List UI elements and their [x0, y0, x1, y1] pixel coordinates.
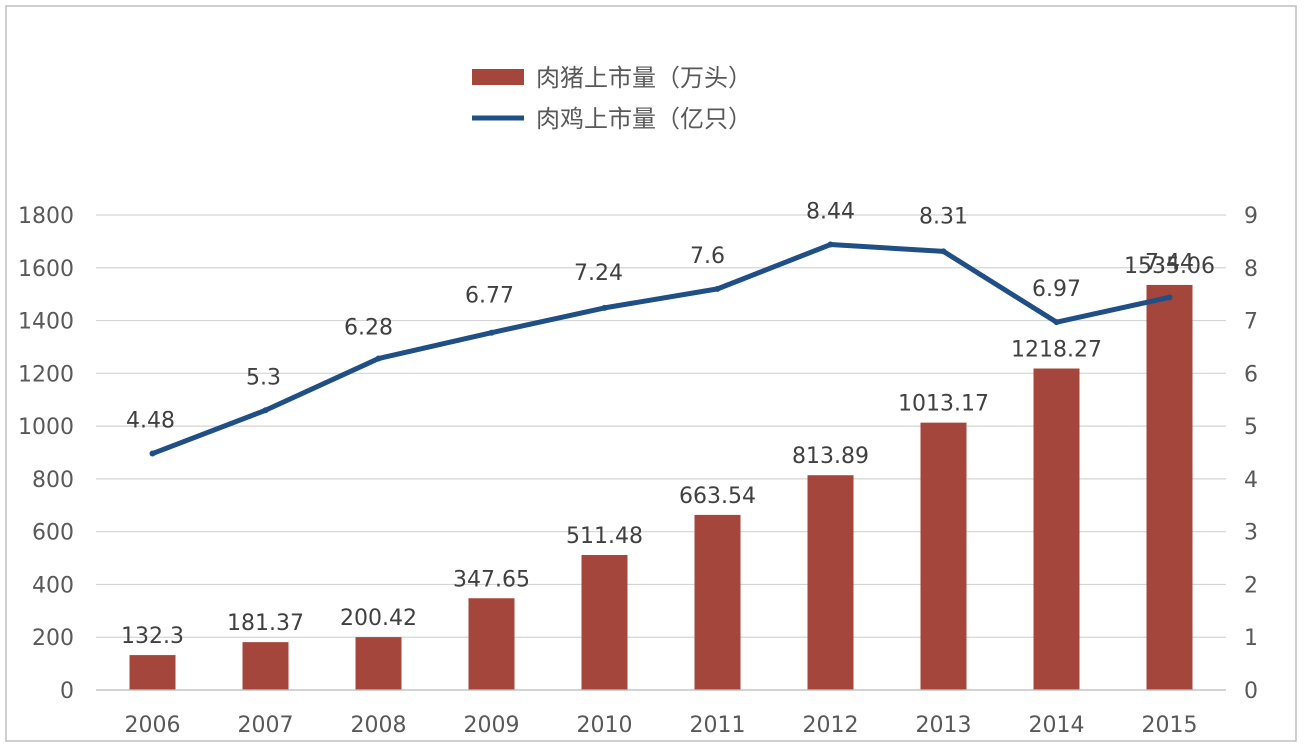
bar-data-label: 813.89	[792, 444, 869, 469]
line-data-label: 5.3	[246, 365, 281, 390]
x-axis-tick-label: 2010	[577, 713, 633, 738]
bar	[581, 555, 628, 690]
line-data-label: 4.48	[126, 409, 175, 434]
x-axis-tick-label: 2014	[1029, 713, 1085, 738]
right-axis-tick-label: 9	[1244, 204, 1258, 229]
line-point	[1166, 294, 1173, 301]
bar-data-label: 1013.17	[898, 392, 989, 417]
bar-data-label: 663.54	[679, 484, 756, 509]
x-axis-tick-label: 2008	[351, 713, 407, 738]
bar	[920, 422, 967, 690]
line-point	[601, 304, 608, 311]
bar-data-label: 347.65	[453, 567, 530, 592]
right-axis-tick-label: 1	[1244, 626, 1258, 651]
right-axis-tick-label: 5	[1244, 415, 1258, 440]
x-axis-tick-label: 2012	[803, 713, 859, 738]
bar-data-label: 181.37	[227, 611, 304, 636]
x-axis-tick-label: 2009	[464, 713, 520, 738]
left-axis-tick-label: 1400	[18, 310, 74, 335]
bar	[129, 655, 176, 690]
left-axis-tick-label: 400	[32, 573, 74, 598]
bar	[242, 642, 289, 690]
bar	[1146, 284, 1193, 690]
left-axis-tick-label: 1000	[18, 415, 74, 440]
x-axis-tick-label: 2013	[916, 713, 972, 738]
line-point	[940, 248, 947, 255]
x-axis-tick-label: 2006	[125, 713, 181, 738]
line-series	[149, 241, 1173, 457]
left-axis-tick-label: 1600	[18, 257, 74, 282]
right-axis-tick-label: 7	[1244, 310, 1258, 335]
bar-data-label: 200.42	[340, 606, 417, 631]
right-axis-tick-label: 6	[1244, 362, 1258, 387]
x-axis-tick-label: 2015	[1142, 713, 1198, 738]
legend-label-bar: 肉猪上市量（万头）	[536, 64, 752, 92]
right-axis-tick-label: 4	[1244, 468, 1258, 493]
left-axis-tick-label: 600	[32, 521, 74, 546]
x-axis-tick-label: 2011	[690, 713, 746, 738]
line-point	[488, 329, 495, 336]
line-data-label: 7.6	[690, 244, 725, 269]
legend: 肉猪上市量（万头） 肉鸡上市量（亿只）	[472, 64, 752, 133]
line-data-label: 8.44	[806, 200, 855, 225]
legend-label-line: 肉鸡上市量（亿只）	[536, 105, 752, 133]
line-point	[1053, 319, 1060, 326]
line-data-label: 8.31	[919, 204, 968, 229]
bar	[694, 514, 741, 690]
left-axis-tick-label: 1200	[18, 362, 74, 387]
right-axis-tick-label: 2	[1244, 573, 1258, 598]
line-point	[827, 241, 834, 248]
right-axis-tick-label: 0	[1244, 679, 1258, 704]
line-data-label: 6.77	[465, 284, 514, 309]
left-axis-tick-label: 1800	[18, 204, 74, 229]
line-point	[262, 407, 269, 414]
line-path	[151, 242, 1171, 456]
line-data-label: 7.24	[574, 261, 623, 286]
bar-data-label: 1218.27	[1011, 338, 1102, 363]
data-labels: 132.3 181.37 200.42 347.65 511.48 663.54 813.8…	[121, 200, 1215, 650]
right-axis-tick-label: 3	[1244, 521, 1258, 546]
bar-data-label: 1535.06	[1124, 254, 1215, 279]
left-axis-tick-label: 800	[32, 468, 74, 493]
legend-swatch-bar	[472, 69, 524, 85]
line-point	[714, 285, 721, 292]
bar	[468, 598, 515, 690]
line-point	[375, 355, 382, 362]
bar	[807, 475, 854, 690]
bar-data-label: 132.3	[121, 624, 184, 649]
line-point	[149, 450, 156, 457]
bar	[355, 637, 402, 690]
x-axis-tick-label: 2007	[238, 713, 294, 738]
left-axis-tick-label: 0	[60, 679, 74, 704]
line-data-label: 7.44	[1145, 250, 1194, 275]
line-data-label: 6.97	[1032, 277, 1081, 302]
bar-data-label: 511.48	[566, 524, 643, 549]
right-axis-tick-label: 8	[1244, 257, 1258, 282]
bar	[1033, 368, 1080, 690]
bar-series	[129, 284, 1193, 690]
line-data-label: 6.28	[344, 316, 393, 341]
axes: 0 200 400 600 800 1000 1200 1400 1600 1800 0 1 2 3 4 5 6…	[18, 204, 1258, 738]
left-axis-tick-label: 200	[32, 626, 74, 651]
